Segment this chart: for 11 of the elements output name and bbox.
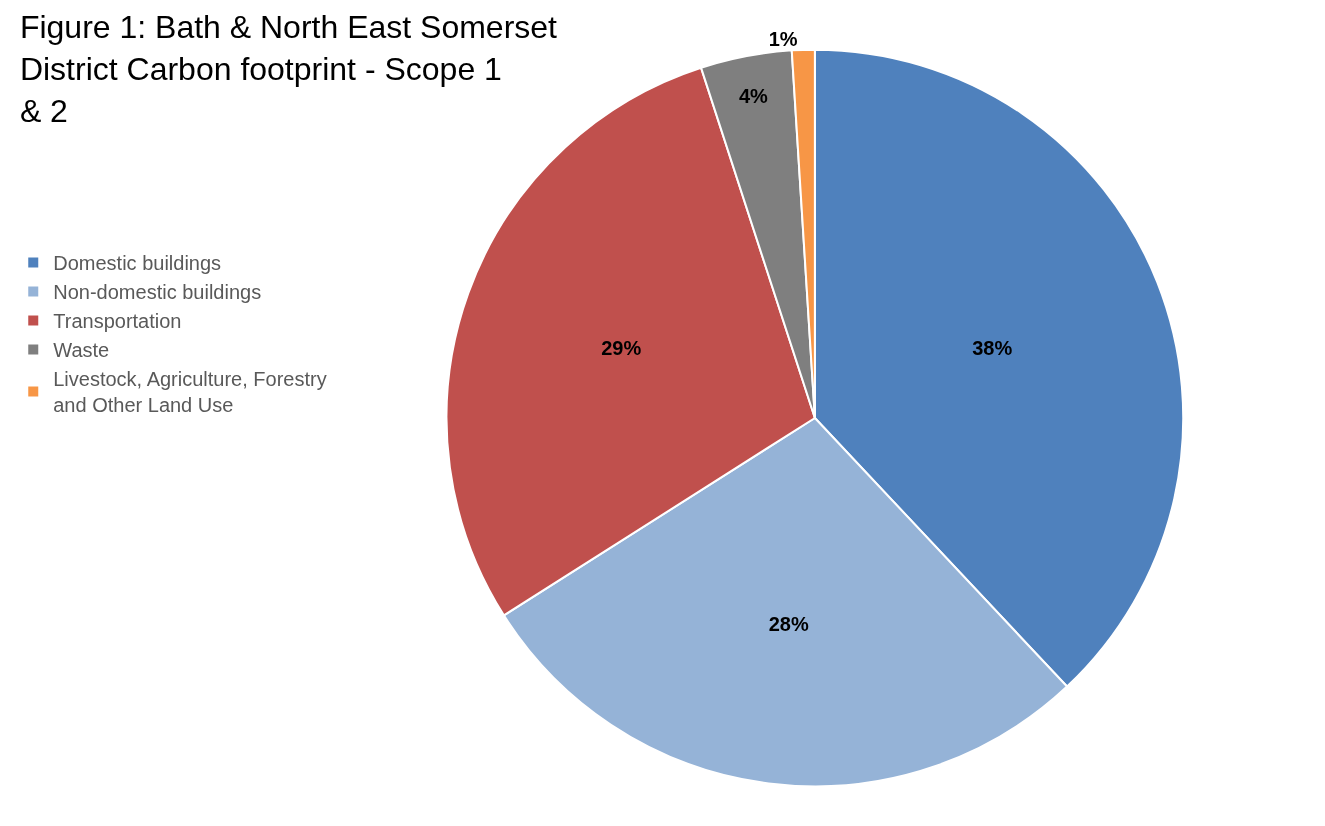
data-label: 38% [972,336,1013,359]
legend-label: Transportation [53,310,182,333]
data-label: 28% [768,613,809,636]
text: Figure 1: Bath & North East Somerset District Carbon footprint - Scope 1 & 2 [19,9,558,129]
data-label: 29% [601,337,642,360]
legend-label: Domestic buildings [53,252,222,275]
legend-label: Non-domestic buildings [53,281,262,304]
legend-label: Livestock, Agriculture, Forestry and Other Land Use [53,368,327,417]
legend-label: Waste [53,339,110,362]
data-label: 1% [768,27,798,50]
data-label: 4% [738,85,769,108]
